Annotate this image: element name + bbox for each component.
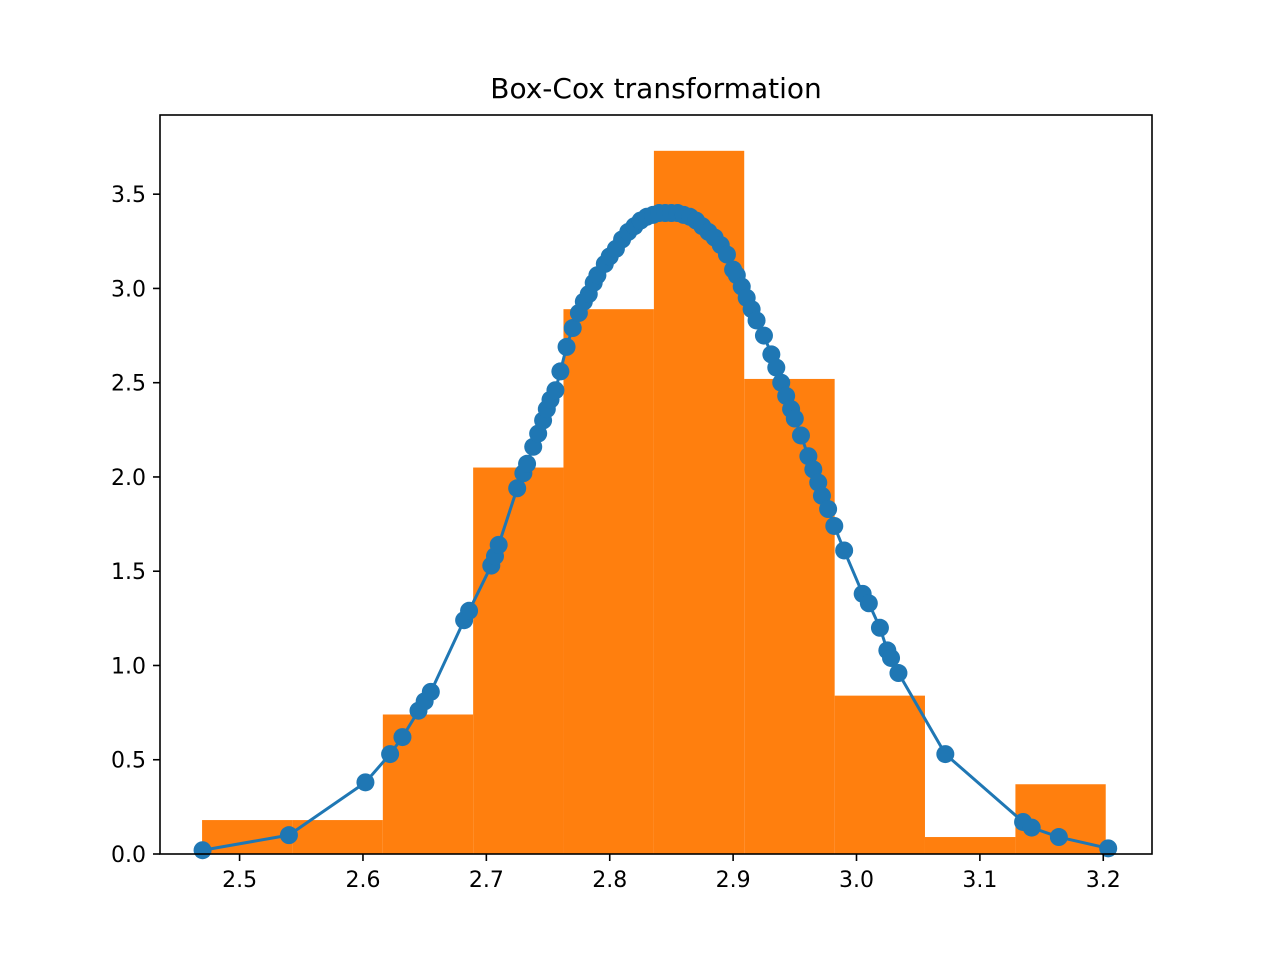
y-tick-label: 1.0 (111, 654, 146, 679)
pdf-point (193, 841, 212, 860)
histogram-bar (924, 837, 1016, 854)
pdf-point (717, 245, 736, 264)
x-tick-label: 2.8 (592, 868, 627, 893)
histogram-bar (563, 309, 654, 854)
histogram-bar (292, 820, 383, 854)
y-tick-label: 3.5 (111, 183, 146, 208)
y-tick-label: 0.5 (111, 749, 146, 774)
pdf-point (754, 326, 773, 345)
pdf-point (279, 826, 298, 845)
histogram-bar (744, 378, 835, 854)
pdf-point (859, 594, 878, 613)
pdf-point (819, 500, 838, 519)
y-tick-label: 0.0 (111, 843, 146, 868)
histogram-bars (202, 150, 1106, 855)
x-tick-label: 3.0 (839, 868, 874, 893)
pdf-point (381, 745, 400, 764)
pdf-point (356, 773, 375, 792)
pdf-point (460, 601, 479, 620)
x-tick-label: 3.2 (1086, 868, 1121, 893)
y-tick-label: 2.5 (111, 372, 146, 397)
axes: 2.5 2.6 2.7 2.8 2.9 3.0 3.1 3.2 0.0 0.5 1.0 1.5 2.0 2… (111, 114, 1153, 893)
chart-title: Box-Cox transformation (490, 72, 822, 105)
pdf-point (785, 409, 804, 428)
y-tick-label: 2.0 (111, 466, 146, 491)
pdf-point (518, 454, 537, 473)
histogram-bar (834, 695, 925, 854)
x-tick-label: 3.1 (962, 868, 997, 893)
y-tick-label: 1.5 (111, 560, 146, 585)
x-tick-label: 2.6 (345, 868, 380, 893)
pdf-point (421, 682, 440, 701)
pdf-point (835, 541, 854, 560)
histogram-bar (473, 467, 564, 854)
pdf-point (767, 358, 786, 377)
pdf-point (825, 516, 844, 535)
x-tick-label: 2.7 (469, 868, 504, 893)
pdf-point (393, 728, 412, 747)
pdf-point (563, 319, 582, 338)
pdf-point (557, 337, 576, 356)
pdf-point (489, 535, 508, 554)
pdf-point (791, 426, 810, 445)
pdf-point (870, 618, 889, 637)
pdf-point (1049, 828, 1068, 847)
pdf-point (1099, 839, 1118, 858)
x-tick-label: 2.5 (222, 868, 257, 893)
pdf-point (551, 362, 570, 381)
pdf-point (889, 664, 908, 683)
pdf-point (936, 745, 955, 764)
x-tick-label: 2.9 (716, 868, 751, 893)
pdf-point (1022, 818, 1041, 837)
plot-frame (159, 114, 1153, 855)
pdf-point (882, 648, 901, 667)
pdf-point (747, 311, 766, 330)
pdf-point (546, 381, 565, 400)
pdf-curve (193, 204, 1118, 860)
pdf-point (508, 479, 527, 498)
y-tick-label: 3.0 (111, 277, 146, 302)
